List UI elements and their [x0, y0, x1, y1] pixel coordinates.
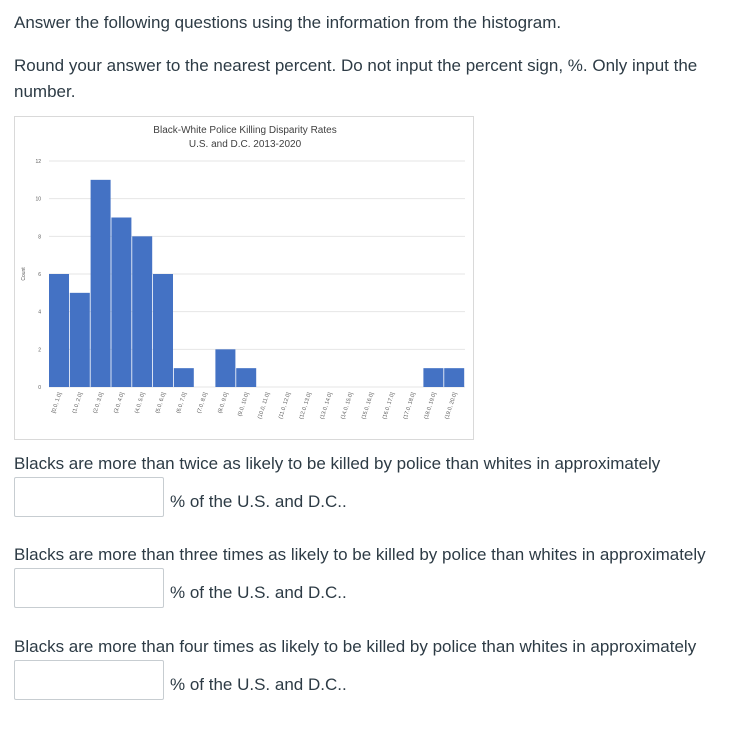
- x-tick-label: (14.0, 15.0]: [340, 391, 354, 420]
- x-tick-label: (16.0, 17.0]: [382, 391, 396, 420]
- x-tick-label: (18.0, 19.0]: [423, 391, 437, 420]
- x-tick-label: (19.0, 20.0]: [444, 391, 458, 420]
- histogram-bar: [69, 292, 90, 387]
- x-tick-label: (9.0, 10.0]: [237, 391, 251, 417]
- x-tick-label: (10.0, 11.0]: [257, 391, 271, 419]
- instructions-line-2: Round your answer to the nearest percent…: [14, 56, 698, 101]
- x-tick-label: (17.0, 18.0]: [403, 391, 417, 420]
- chart-subtitle: U.S. and D.C. 2013-2020: [188, 139, 302, 150]
- question-1-text: Blacks are more than twice as likely to …: [14, 454, 661, 473]
- x-tick-label: (4.0, 5.0]: [134, 391, 147, 414]
- answer-input-2[interactable]: [14, 568, 164, 608]
- question-2-text: Blacks are more than three times as like…: [14, 545, 706, 564]
- y-tick-label: 12: [35, 159, 41, 165]
- histogram-bar: [132, 236, 153, 387]
- histogram-bar: [423, 368, 444, 387]
- histogram-bar: [236, 368, 257, 387]
- chart-title: Black-White Police Killing Disparity Rat…: [153, 125, 337, 136]
- x-tick-label: (7.0, 8.0]: [196, 391, 209, 414]
- y-tick-label: 10: [35, 197, 41, 203]
- question-2-suffix: % of the U.S. and D.C..: [170, 583, 347, 602]
- y-tick-label: 0: [38, 385, 41, 391]
- x-tick-label: (5.0, 6.0]: [155, 391, 168, 414]
- histogram-bar: [173, 368, 194, 387]
- x-tick-label: (2.0, 3.0]: [92, 391, 105, 414]
- y-tick-label: 8: [38, 234, 41, 240]
- histogram-chart: 0 2 4 6 8 10 12 Count [0.0, 1.0] (1.0, 2.0] (2.0, …: [14, 116, 474, 440]
- x-tick-label: (15.0, 16.0]: [361, 391, 375, 420]
- y-axis-label: Count: [21, 267, 27, 281]
- histogram-bar: [90, 179, 111, 387]
- x-tick-label: (13.0, 14.0]: [319, 391, 333, 420]
- histogram-bar: [49, 274, 69, 387]
- histogram-bar: [215, 349, 236, 387]
- answer-input-3[interactable]: [14, 660, 164, 700]
- question-1-suffix: % of the U.S. and D.C..: [170, 492, 347, 511]
- instructions-line-1: Answer the following questions using the…: [14, 13, 562, 32]
- histogram-bar: [111, 217, 132, 387]
- y-tick-label: 4: [38, 310, 41, 316]
- x-tick-label: (1.0, 2.0]: [72, 391, 85, 414]
- histogram-bar: [153, 274, 173, 387]
- y-tick-label: 2: [38, 347, 41, 353]
- x-tick-label: (12.0, 13.0]: [299, 391, 313, 420]
- y-tick-label: 6: [38, 272, 41, 278]
- histogram-svg: 0 2 4 6 8 10 12 Count [0.0, 1.0] (1.0, 2.0] (2.0, …: [21, 159, 465, 420]
- x-tick-label: (8.0, 9.0]: [217, 391, 230, 414]
- histogram-bar: [444, 368, 465, 387]
- question-3-text: Blacks are more than four times as likel…: [14, 637, 697, 656]
- x-tick-label: (3.0, 4.0]: [113, 391, 126, 414]
- x-tick-label: (6.0, 7.0]: [176, 391, 189, 414]
- question-3-suffix: % of the U.S. and D.C..: [170, 675, 347, 694]
- x-tick-label: [0.0, 1.0]: [51, 391, 63, 414]
- answer-input-1[interactable]: [14, 477, 164, 517]
- x-tick-label: (11.0, 12.0]: [278, 391, 292, 419]
